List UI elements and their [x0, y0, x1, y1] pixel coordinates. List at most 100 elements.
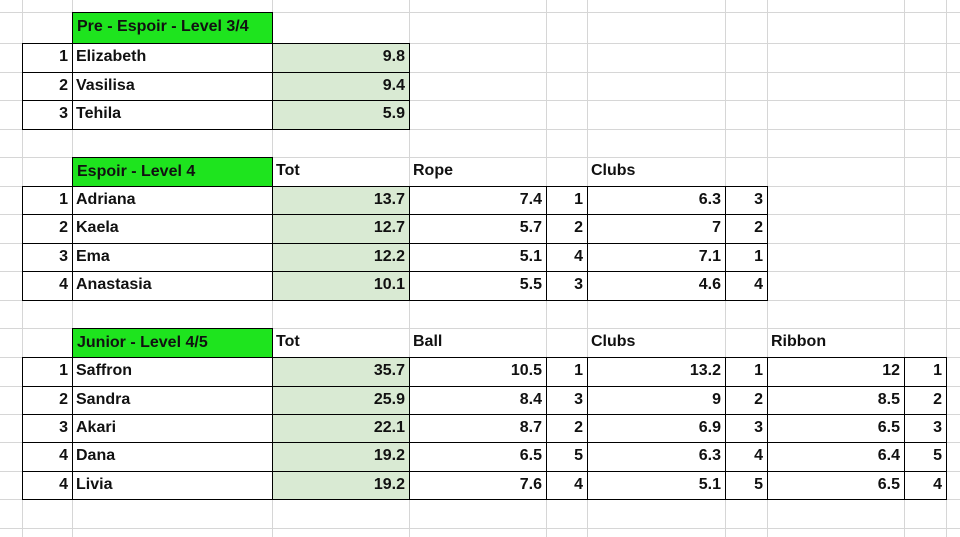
score-cell[interactable]: 5.1: [519, 248, 542, 265]
score-cell[interactable]: 6.3: [698, 191, 721, 208]
rank-place-cell[interactable]: 3: [754, 419, 763, 436]
score-cell[interactable]: 7: [712, 219, 721, 236]
column-header[interactable]: Clubs: [591, 162, 636, 179]
rank-cell[interactable]: 3: [59, 105, 68, 122]
rank-place-cell[interactable]: 3: [933, 419, 942, 436]
score-cell[interactable]: 10.5: [510, 362, 542, 379]
score-cell[interactable]: 12: [882, 362, 900, 379]
total-score-cell[interactable]: 12.2: [272, 243, 409, 271]
rank-place-cell[interactable]: 2: [933, 391, 942, 408]
name-cell[interactable]: Livia: [76, 476, 113, 493]
score-cell[interactable]: 13.2: [689, 362, 721, 379]
rank-place-cell[interactable]: 4: [754, 276, 763, 293]
score-cell[interactable]: 6.3: [698, 447, 721, 464]
score-cell[interactable]: 7.6: [519, 476, 542, 493]
column-header[interactable]: Tot: [276, 162, 300, 179]
total-score-cell[interactable]: 10.1: [272, 271, 409, 300]
score-cell[interactable]: 5.5: [519, 276, 542, 293]
rank-cell[interactable]: 4: [59, 447, 68, 464]
rank-cell[interactable]: 4: [59, 276, 68, 293]
rank-place-cell[interactable]: 3: [754, 191, 763, 208]
rank-cell[interactable]: 2: [59, 391, 68, 408]
total-score-cell[interactable]: 35.7: [272, 357, 409, 386]
score-cell[interactable]: 8.4: [519, 391, 542, 408]
column-header[interactable]: Ball: [413, 333, 443, 350]
name-cell[interactable]: Vasilisa: [76, 77, 135, 94]
score-cell[interactable]: 8.5: [877, 391, 900, 408]
name-cell[interactable]: Elizabeth: [76, 48, 147, 65]
name-cell[interactable]: Tehila: [76, 105, 122, 122]
rank-place-cell[interactable]: 5: [754, 476, 763, 493]
rank-place-cell[interactable]: 3: [574, 391, 583, 408]
rank-place-cell[interactable]: 4: [574, 476, 583, 493]
score-cell[interactable]: 7.4: [519, 191, 542, 208]
rank-place-cell[interactable]: 3: [574, 276, 583, 293]
name-cell[interactable]: Adriana: [76, 191, 136, 208]
total-score-cell[interactable]: 12.7: [272, 214, 409, 243]
total-score-cell[interactable]: 19.2: [272, 442, 409, 471]
rank-cell[interactable]: 1: [59, 191, 68, 208]
score-cell[interactable]: 6.9: [698, 419, 721, 436]
total-score-cell[interactable]: 9.4: [272, 72, 409, 100]
total-score-cell[interactable]: 13.7: [272, 186, 409, 214]
section-title[interactable]: Junior - Level 4/5: [72, 328, 273, 358]
cell-border: [272, 186, 273, 301]
total-score-cell[interactable]: 19.2: [272, 471, 409, 499]
rank-place-cell[interactable]: 2: [574, 419, 583, 436]
score-cell[interactable]: 9: [712, 391, 721, 408]
name-cell[interactable]: Akari: [76, 419, 117, 436]
score-cell[interactable]: 8.7: [519, 419, 542, 436]
score-cell[interactable]: 5.1: [698, 476, 721, 493]
rank-cell[interactable]: 1: [59, 362, 68, 379]
table-border: [22, 442, 947, 472]
column-header[interactable]: Clubs: [591, 333, 636, 350]
score-cell[interactable]: 6.5: [877, 419, 900, 436]
section-title[interactable]: Pre - Espoir - Level 3/4: [72, 12, 273, 44]
rank-place-cell[interactable]: 5: [574, 447, 583, 464]
rank-cell[interactable]: 2: [59, 219, 68, 236]
name-cell[interactable]: Sandra: [76, 391, 131, 408]
total-score-cell[interactable]: 25.9: [272, 386, 409, 414]
total-score-cell[interactable]: 9.8: [272, 43, 409, 72]
cell-border: [272, 43, 273, 130]
rank-cell[interactable]: 4: [59, 476, 68, 493]
name-cell[interactable]: Anastasia: [76, 276, 152, 293]
rank-place-cell[interactable]: 1: [574, 362, 583, 379]
name-cell[interactable]: Ema: [76, 248, 110, 265]
rank-place-cell[interactable]: 1: [754, 248, 763, 265]
score-cell[interactable]: 7.1: [698, 248, 721, 265]
rank-place-cell[interactable]: 2: [754, 391, 763, 408]
name-cell[interactable]: Saffron: [76, 362, 132, 379]
score-cell[interactable]: 6.5: [877, 476, 900, 493]
column-header[interactable]: Tot: [276, 333, 300, 350]
cell-border: [546, 186, 547, 301]
score-cell[interactable]: 4.6: [698, 276, 721, 293]
name-cell[interactable]: Dana: [76, 447, 116, 464]
rank-place-cell[interactable]: 1: [933, 362, 942, 379]
section-title[interactable]: Espoir - Level 4: [72, 157, 273, 187]
rank-cell[interactable]: 3: [59, 248, 68, 265]
total-score-cell[interactable]: 5.9: [272, 100, 409, 129]
column-header[interactable]: Rope: [413, 162, 453, 179]
rank-place-cell[interactable]: 5: [933, 447, 942, 464]
rank-place-cell[interactable]: 4: [754, 447, 763, 464]
table-border: [22, 471, 947, 500]
rank-place-cell[interactable]: 1: [754, 362, 763, 379]
score-cell[interactable]: 6.4: [877, 447, 900, 464]
rank-place-cell[interactable]: 4: [574, 248, 583, 265]
name-cell[interactable]: Kaela: [76, 219, 119, 236]
gridline: [0, 43, 960, 44]
rank-place-cell[interactable]: 2: [754, 219, 763, 236]
rank-place-cell[interactable]: 2: [574, 219, 583, 236]
column-header[interactable]: Ribbon: [771, 333, 827, 350]
rank-place-cell[interactable]: 1: [574, 191, 583, 208]
gridline: [0, 12, 960, 13]
rank-place-cell[interactable]: 4: [933, 476, 942, 493]
score-cell[interactable]: 6.5: [519, 447, 542, 464]
rank-cell[interactable]: 2: [59, 77, 68, 94]
total-score-cell[interactable]: 22.1: [272, 414, 409, 442]
score-cell[interactable]: 5.7: [519, 219, 542, 236]
rank-cell[interactable]: 3: [59, 419, 68, 436]
rank-cell[interactable]: 1: [59, 48, 68, 65]
